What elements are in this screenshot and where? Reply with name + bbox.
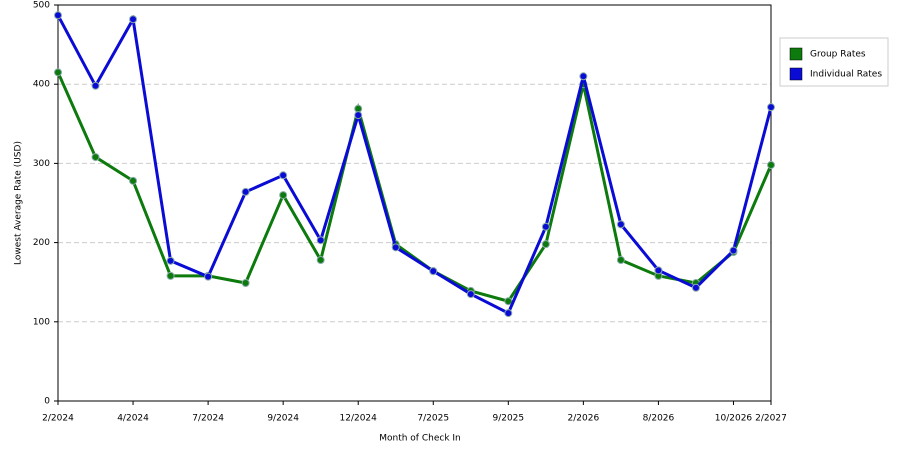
plot-frame <box>57 4 772 402</box>
legend-label: Individual Rates <box>810 70 882 80</box>
y-tick-label: 200 <box>33 238 50 248</box>
data-point <box>466 290 475 299</box>
x-axis-label: Month of Check In <box>379 434 461 444</box>
data-point <box>429 267 438 276</box>
data-point <box>316 236 325 245</box>
data-point <box>316 256 325 265</box>
x-tick-label: 4/2024 <box>117 414 149 424</box>
x-tick-label: 2/2027 <box>755 414 787 424</box>
x-tick-label: 2/2024 <box>42 414 74 424</box>
data-point <box>691 283 700 292</box>
y-tick-label: 400 <box>33 80 50 90</box>
x-tick-label: 12/2024 <box>340 414 378 424</box>
y-tick-label: 500 <box>33 1 50 11</box>
legend-swatch <box>789 47 803 61</box>
data-point <box>504 297 513 306</box>
data-point <box>504 309 513 318</box>
data-point <box>166 256 175 265</box>
x-tick-label: 2/2026 <box>568 414 600 424</box>
series-line <box>56 71 773 303</box>
legend-swatch <box>789 67 803 81</box>
y-axis-label: Lowest Average Rate (USD) <box>14 141 24 265</box>
data-point <box>767 160 775 169</box>
data-point <box>579 72 588 81</box>
series-line <box>56 14 773 316</box>
data-point <box>129 176 138 185</box>
data-point <box>654 266 663 275</box>
y-tick-label: 300 <box>33 159 50 169</box>
legend-label: Group Rates <box>810 50 866 60</box>
data-point <box>204 272 213 281</box>
x-tick-label: 9/2024 <box>267 414 299 424</box>
data-point <box>129 15 138 24</box>
data-point <box>166 271 175 280</box>
y-tick-label: 100 <box>33 317 50 327</box>
data-point <box>91 81 100 90</box>
data-point <box>54 11 62 20</box>
x-tick-label: 8/2026 <box>643 414 675 424</box>
data-point <box>541 222 550 231</box>
data-point <box>541 240 550 249</box>
data-point <box>729 246 738 255</box>
data-point <box>279 191 288 200</box>
data-point <box>279 171 288 180</box>
data-point <box>391 243 400 252</box>
y-tick-label: 0 <box>44 397 50 407</box>
data-point <box>91 153 100 162</box>
data-point <box>616 220 625 229</box>
data-point <box>241 278 250 287</box>
data-point <box>241 187 250 196</box>
x-tick-label: 7/2024 <box>192 414 224 424</box>
x-tick-label: 9/2025 <box>492 414 524 424</box>
data-point <box>616 256 625 265</box>
data-point <box>354 111 363 120</box>
x-tick-label: 10/2026 <box>715 414 753 424</box>
data-point <box>767 103 775 112</box>
data-point <box>54 68 62 77</box>
x-tick-label: 7/2025 <box>417 414 449 424</box>
